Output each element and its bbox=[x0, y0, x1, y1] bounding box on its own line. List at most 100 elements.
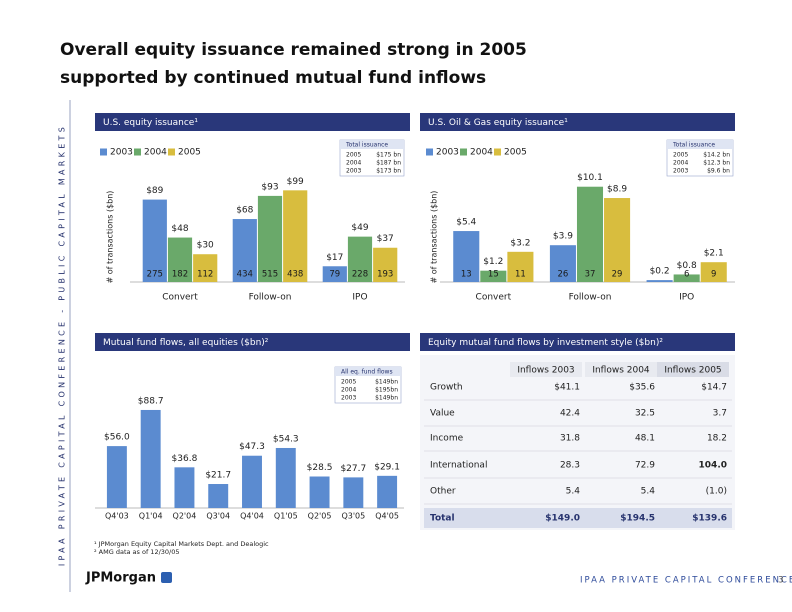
value-label: $56.0 bbox=[104, 433, 130, 443]
table-bg bbox=[420, 355, 735, 530]
title-line: supported by continued mutual fund inflo… bbox=[60, 68, 486, 88]
count-label: 15 bbox=[488, 270, 499, 280]
inset-cell: $187 bn bbox=[376, 160, 401, 167]
value-label: $21.7 bbox=[205, 471, 231, 481]
column-header-bg bbox=[585, 362, 657, 377]
count-label: 434 bbox=[237, 270, 253, 280]
panel-title: Equity mutual fund flows by investment s… bbox=[428, 338, 663, 348]
column-header-bg bbox=[657, 362, 729, 377]
value-label: $2.1 bbox=[704, 249, 724, 259]
table-value: $139.6 bbox=[692, 514, 727, 524]
bar bbox=[106, 446, 127, 508]
inset-cell: $173 bn bbox=[376, 168, 401, 175]
x-tick-label: Q2'05 bbox=[308, 512, 332, 521]
inset-cell: 2005 bbox=[673, 152, 688, 159]
x-tick-label: Q4'03 bbox=[105, 512, 129, 521]
table-value: 18.2 bbox=[707, 434, 727, 444]
inset-cell: 2003 bbox=[346, 168, 361, 175]
value-label: $48 bbox=[171, 224, 188, 234]
table-value: $149.0 bbox=[545, 514, 580, 524]
value-label: $30 bbox=[197, 241, 214, 251]
row-label: Total bbox=[430, 514, 455, 524]
side-label: IPAA PRIVATE CAPITAL CONFERENCE - PUBLIC… bbox=[58, 124, 67, 566]
y-axis-label: # of transactions ($bn) bbox=[106, 191, 115, 284]
x-tick-label: IPO bbox=[679, 293, 694, 303]
table-value: 72.9 bbox=[635, 461, 655, 471]
table-value: 32.5 bbox=[635, 409, 655, 419]
inset-cell: $9.6 bn bbox=[707, 168, 730, 175]
value-label: $36.8 bbox=[172, 454, 198, 464]
panel-header bbox=[95, 333, 410, 351]
bar bbox=[507, 251, 534, 282]
bar bbox=[576, 186, 604, 282]
legend-swatch bbox=[426, 148, 433, 156]
value-label: $68 bbox=[236, 206, 253, 216]
table-value: $35.6 bbox=[629, 383, 655, 393]
inset-cell: $175 bn bbox=[376, 152, 401, 159]
value-label: $10.1 bbox=[577, 173, 603, 183]
count-label: 438 bbox=[287, 270, 303, 280]
value-label: $54.3 bbox=[273, 434, 299, 444]
bar bbox=[377, 475, 398, 508]
bar bbox=[480, 270, 507, 282]
bar bbox=[646, 280, 673, 282]
x-tick-label: Q4'04 bbox=[240, 512, 264, 521]
table-value: 48.1 bbox=[635, 434, 655, 444]
panel-title: U.S. equity issuance¹ bbox=[103, 118, 198, 128]
inset-cell: 2005 bbox=[341, 379, 356, 386]
legend-label: 2005 bbox=[178, 148, 201, 158]
legend-label: 2003 bbox=[110, 148, 133, 158]
table-value: 5.4 bbox=[566, 487, 581, 497]
value-label: $0.8 bbox=[677, 261, 697, 271]
count-label: 79 bbox=[329, 270, 340, 280]
value-label: $89 bbox=[146, 186, 163, 196]
value-label: $28.5 bbox=[307, 463, 333, 473]
panel-title: U.S. Oil & Gas equity issuance¹ bbox=[428, 118, 568, 128]
bar bbox=[309, 476, 330, 508]
x-tick-label: Convert bbox=[162, 293, 198, 303]
panel-header bbox=[420, 113, 735, 131]
count-label: 13 bbox=[461, 270, 472, 280]
inset-cell: 2003 bbox=[673, 168, 688, 175]
count-label: 275 bbox=[147, 270, 163, 280]
row-label: Growth bbox=[430, 383, 463, 393]
value-label: $8.9 bbox=[607, 185, 627, 195]
panel-title: Mutual fund flows, all equities ($bn)² bbox=[103, 338, 269, 348]
inset-title: Total issuance bbox=[672, 142, 715, 149]
count-label: 11 bbox=[515, 270, 526, 280]
logo-icon bbox=[161, 572, 172, 583]
x-tick-label: Q4'05 bbox=[375, 512, 399, 521]
legend-swatch bbox=[168, 148, 175, 156]
inset-cell: $149bn bbox=[375, 379, 398, 386]
value-label: $88.7 bbox=[138, 396, 164, 406]
value-label: $37 bbox=[377, 234, 394, 244]
count-label: 228 bbox=[352, 270, 368, 280]
row-label: Other bbox=[430, 487, 456, 497]
value-label: $49 bbox=[351, 223, 368, 233]
inset-cell: $195bn bbox=[375, 387, 398, 394]
inset-header bbox=[340, 140, 404, 149]
table-value: $41.1 bbox=[554, 383, 580, 393]
value-label: $29.1 bbox=[374, 462, 400, 472]
legend-swatch bbox=[494, 148, 501, 156]
bar bbox=[174, 467, 195, 508]
bar bbox=[232, 219, 257, 282]
inset-cell: 2005 bbox=[346, 152, 361, 159]
bar bbox=[700, 262, 727, 282]
bar bbox=[322, 266, 347, 282]
value-label: $1.2 bbox=[483, 257, 503, 267]
column-header: Inflows 2004 bbox=[592, 366, 650, 376]
count-label: 6 bbox=[684, 270, 689, 280]
inset-cell: 2004 bbox=[673, 160, 688, 167]
count-label: 37 bbox=[585, 270, 596, 280]
bar bbox=[347, 236, 373, 282]
legend-label: 2004 bbox=[144, 148, 167, 158]
logo: JPMorgan bbox=[85, 571, 156, 586]
inset-cell: 2004 bbox=[346, 160, 361, 167]
x-tick-label: Q3'04 bbox=[206, 512, 230, 521]
bar bbox=[167, 237, 193, 282]
count-label: 515 bbox=[262, 270, 278, 280]
panel-header bbox=[420, 333, 735, 351]
inset-title: All eq. fund flows bbox=[341, 369, 393, 376]
